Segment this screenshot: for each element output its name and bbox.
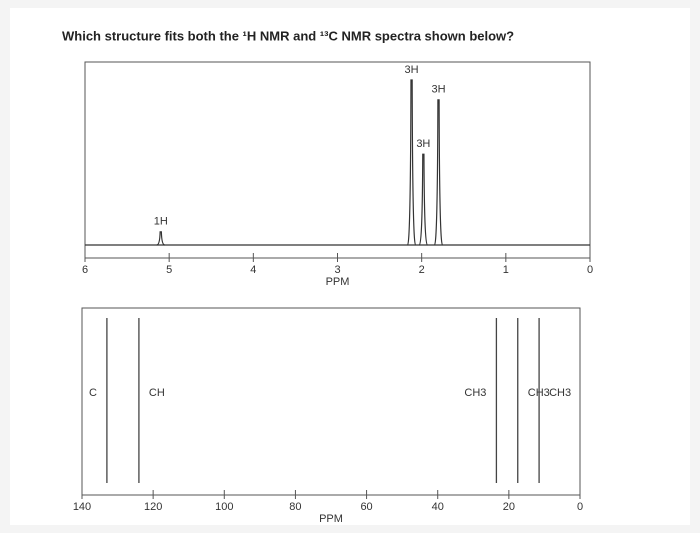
x-tick-label: 0 bbox=[587, 264, 593, 276]
peak bbox=[156, 231, 165, 246]
x-tick-label: 120 bbox=[144, 501, 162, 513]
peak-label: 3H bbox=[416, 138, 430, 150]
x-axis-label: PPM bbox=[319, 513, 343, 525]
peak bbox=[433, 99, 444, 246]
x-tick-label: 1 bbox=[503, 264, 509, 276]
plot-frame bbox=[81, 307, 581, 496]
x-tick-label: 80 bbox=[289, 501, 301, 513]
x-tick-label: 60 bbox=[360, 501, 372, 513]
x-tick-label: 6 bbox=[82, 264, 88, 276]
peak-label: CH3 bbox=[549, 387, 571, 399]
peak-label: CH bbox=[149, 387, 165, 399]
x-tick-label: 100 bbox=[215, 501, 233, 513]
x-tick-label: 140 bbox=[73, 501, 91, 513]
peak-label: CH3 bbox=[464, 387, 486, 399]
x-tick-label: 20 bbox=[503, 501, 515, 513]
peak-label: C bbox=[89, 387, 97, 399]
panel bbox=[10, 8, 690, 525]
x-tick-label: 4 bbox=[250, 264, 256, 276]
peak-label: 1H bbox=[154, 216, 168, 228]
peak-label: 3H bbox=[431, 84, 445, 96]
x-axis-label: PPM bbox=[326, 276, 350, 288]
peak bbox=[406, 79, 417, 246]
x-tick-label: 2 bbox=[419, 264, 425, 276]
x-tick-label: 0 bbox=[577, 501, 583, 513]
x-tick-label: 40 bbox=[432, 501, 444, 513]
x-tick-label: 5 bbox=[166, 264, 172, 276]
question: Which structure fits both the ¹H NMR and… bbox=[62, 28, 514, 43]
x-tick-label: 3 bbox=[334, 264, 340, 276]
peak-label: 3H bbox=[405, 64, 419, 76]
peak bbox=[418, 153, 428, 246]
